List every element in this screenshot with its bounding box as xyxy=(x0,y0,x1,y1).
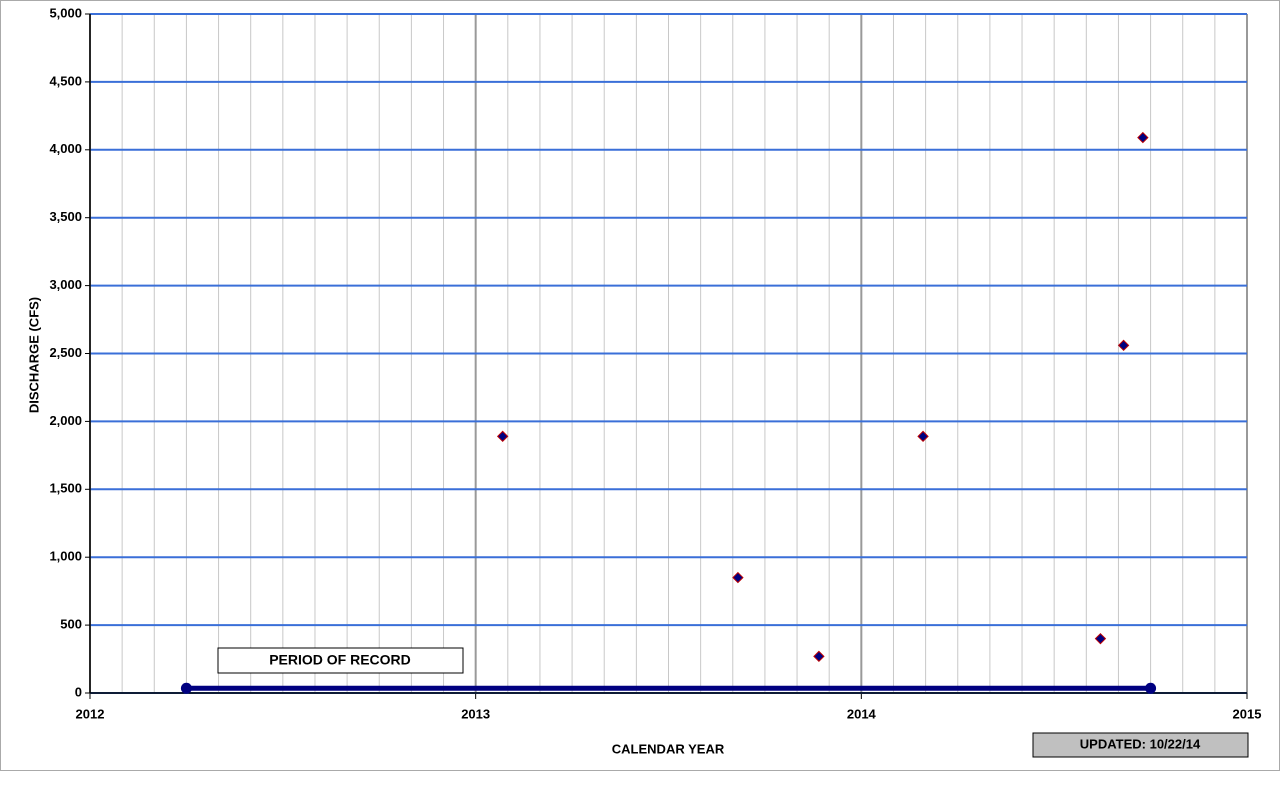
legend-box xyxy=(217,647,464,674)
x-tick-label: 2013 xyxy=(461,706,490,721)
legend-label: PERIOD OF RECORD xyxy=(269,652,411,668)
annotation-box xyxy=(1032,732,1249,758)
point xyxy=(1137,131,1149,144)
record-end xyxy=(1145,682,1157,694)
y-tick-label: 1,000 xyxy=(49,549,82,564)
y-tick-label: 3,000 xyxy=(49,277,82,292)
x-tick-label: 2012 xyxy=(76,706,105,721)
y-tick-label: 500 xyxy=(60,617,82,632)
point xyxy=(732,571,744,584)
point xyxy=(496,430,509,443)
point xyxy=(1094,632,1107,645)
y-tick-label: 2,000 xyxy=(49,413,82,428)
chart-frame xyxy=(0,0,1280,771)
y-axis-label: DISCHARGE (CFS) xyxy=(26,297,41,413)
y-tick-label: 5,000 xyxy=(49,5,82,20)
point xyxy=(1117,339,1130,352)
annotation: UPDATED: 10/22/14 xyxy=(1080,736,1201,751)
y-tick-label: 4,000 xyxy=(49,141,82,156)
point xyxy=(813,650,825,663)
y-tick-label: 0 xyxy=(75,684,82,699)
record-end xyxy=(180,682,192,694)
y-tick-label: 3,500 xyxy=(49,209,82,224)
x-tick-label: 2014 xyxy=(847,706,877,721)
point xyxy=(917,430,929,443)
y-tick-label: 4,500 xyxy=(49,73,82,88)
x-tick-label: 2015 xyxy=(1233,706,1262,721)
y-tick-label: 1,500 xyxy=(49,481,82,496)
y-tick-label: 2,500 xyxy=(49,345,82,360)
x-axis-label: CALENDAR YEAR xyxy=(612,741,725,756)
